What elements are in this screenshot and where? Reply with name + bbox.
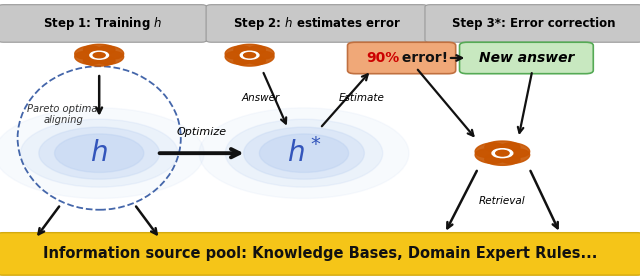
Polygon shape	[83, 55, 115, 66]
Text: Information source pool: Knowledge Bases, Domain Expert Rules...: Information source pool: Knowledge Bases…	[43, 246, 597, 261]
Polygon shape	[475, 149, 505, 163]
Ellipse shape	[39, 127, 159, 179]
Polygon shape	[97, 46, 124, 59]
Polygon shape	[234, 44, 266, 55]
Text: Optimize: Optimize	[177, 127, 227, 137]
Ellipse shape	[20, 119, 178, 187]
Text: 90%: 90%	[367, 51, 400, 65]
Text: error!: error!	[397, 51, 449, 65]
Ellipse shape	[0, 108, 204, 198]
Polygon shape	[75, 51, 102, 64]
Polygon shape	[247, 46, 274, 59]
Circle shape	[492, 149, 513, 158]
Text: Pareto optimal
aligning: Pareto optimal aligning	[28, 104, 100, 125]
Polygon shape	[83, 44, 115, 55]
Polygon shape	[484, 141, 520, 153]
FancyBboxPatch shape	[348, 42, 456, 74]
Polygon shape	[97, 51, 124, 64]
FancyBboxPatch shape	[0, 233, 640, 275]
FancyBboxPatch shape	[425, 5, 640, 42]
Circle shape	[93, 53, 105, 58]
Text: Retrieval: Retrieval	[479, 197, 525, 206]
Text: Estimate: Estimate	[339, 93, 385, 103]
Ellipse shape	[199, 108, 409, 198]
Polygon shape	[225, 46, 252, 59]
Text: Step 2: $h$ estimates error: Step 2: $h$ estimates error	[233, 15, 401, 32]
Polygon shape	[500, 143, 530, 157]
Ellipse shape	[259, 134, 349, 172]
Polygon shape	[475, 143, 505, 157]
Polygon shape	[234, 55, 266, 66]
Circle shape	[496, 150, 509, 156]
Text: New answer: New answer	[479, 51, 574, 65]
FancyBboxPatch shape	[460, 42, 593, 74]
FancyBboxPatch shape	[0, 5, 207, 42]
Text: $h^*$: $h^*$	[287, 138, 321, 168]
Circle shape	[90, 51, 109, 59]
Polygon shape	[75, 46, 102, 59]
Circle shape	[244, 53, 255, 58]
Text: Step 1: Training $h$: Step 1: Training $h$	[43, 15, 162, 32]
FancyBboxPatch shape	[206, 5, 428, 42]
Text: $h$: $h$	[90, 140, 108, 167]
Polygon shape	[484, 153, 520, 165]
Ellipse shape	[225, 119, 383, 187]
Ellipse shape	[244, 127, 364, 179]
Ellipse shape	[54, 134, 144, 172]
Polygon shape	[247, 51, 274, 64]
Polygon shape	[500, 149, 530, 163]
Polygon shape	[225, 51, 252, 64]
Text: Answer: Answer	[241, 93, 280, 103]
Text: Step 3*: Error correction: Step 3*: Error correction	[452, 17, 616, 30]
Circle shape	[240, 51, 259, 59]
